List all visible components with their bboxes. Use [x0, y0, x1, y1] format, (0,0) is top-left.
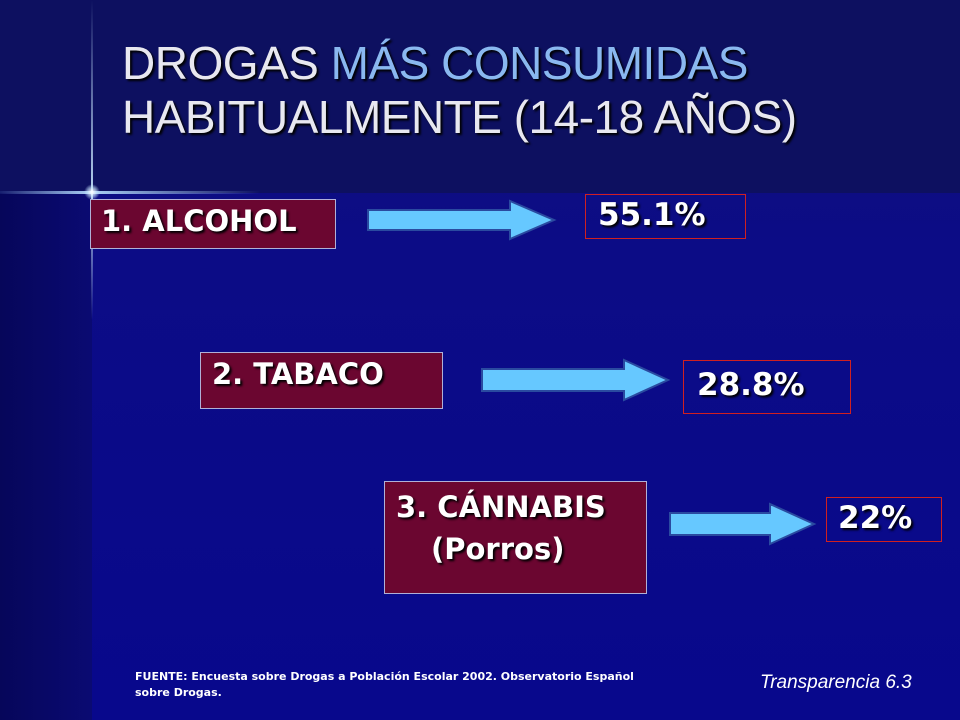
slide-title: DROGAS MÁS CONSUMIDAS HABITUALMENTE (14-1… [122, 36, 942, 144]
item-cannabis-label-line2: (Porros) [431, 532, 565, 566]
title-part1: DROGAS [122, 37, 331, 89]
left-band [0, 193, 92, 720]
value-cannabis: 22% [826, 497, 942, 542]
value-alcohol-text: 55.1% [598, 197, 706, 233]
item-cannabis-label-line1: 3. CÁNNABIS [396, 490, 606, 524]
right-arrow-icon [367, 199, 557, 241]
value-tabaco: 28.8% [683, 360, 851, 414]
title-accent: MÁS CONSUMIDAS [330, 37, 749, 89]
value-tabaco-text: 28.8% [697, 367, 805, 403]
source-note: FUENTE: Encuesta sobre Drogas a Població… [135, 670, 634, 699]
glow-star [84, 184, 100, 200]
glow-line-vertical [91, 0, 93, 320]
item-alcohol-label: 1. ALCOHOL [101, 204, 297, 238]
value-cannabis-text: 22% [838, 500, 913, 536]
right-arrow-icon [481, 358, 671, 402]
slide-number: Transparencia 6.3 [760, 672, 912, 693]
item-tabaco: 2. TABACO [200, 352, 443, 409]
glow-line-horizontal [0, 191, 260, 194]
right-arrow-icon [669, 502, 817, 546]
title-band [0, 0, 960, 193]
item-alcohol: 1. ALCOHOL [90, 199, 336, 249]
title-line2: HABITUALMENTE (14-18 AÑOS) [122, 91, 797, 143]
value-alcohol: 55.1% [585, 194, 746, 239]
item-tabaco-label: 2. TABACO [212, 357, 384, 391]
item-cannabis: 3. CÁNNABIS (Porros) [384, 481, 647, 594]
